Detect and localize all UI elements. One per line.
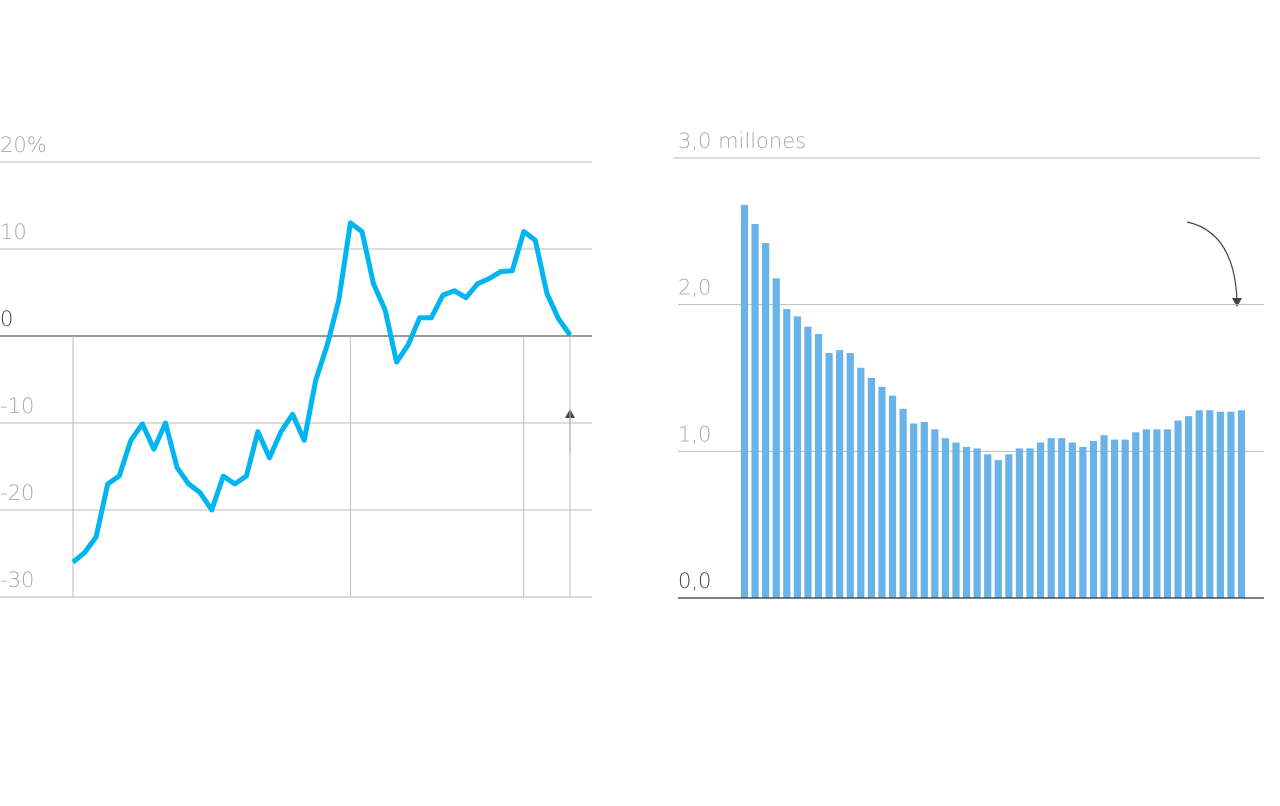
bar (910, 423, 918, 598)
bar (1195, 410, 1203, 598)
bar (857, 367, 865, 598)
bar (1185, 416, 1193, 598)
bar (793, 316, 801, 598)
y-tick-label: -30 (0, 568, 34, 592)
bar (867, 378, 875, 598)
y-tick-label: 2,0 (678, 276, 711, 300)
bar (846, 353, 854, 598)
bar (1026, 448, 1034, 598)
bar (1005, 454, 1013, 598)
bar (994, 460, 1002, 598)
y-tick-label: -10 (0, 394, 34, 418)
bar (931, 429, 939, 598)
bar (836, 350, 844, 598)
bar (1163, 429, 1172, 598)
bar (772, 278, 780, 598)
y-tick-label: -20 (0, 481, 34, 505)
y-tick-label: 1,0 (678, 422, 711, 446)
bar (888, 395, 897, 598)
y-tick-label: 20% (0, 133, 47, 157)
y-tick-label: 10 (0, 220, 27, 244)
bar (1015, 448, 1024, 598)
y-tick-label: 0 (0, 307, 13, 331)
bar (1153, 429, 1161, 598)
bar (1121, 439, 1129, 598)
line (71, 220, 573, 565)
bar (740, 204, 749, 598)
bar (783, 309, 791, 598)
bar (1079, 446, 1087, 598)
bar (1089, 441, 1098, 598)
bar (920, 422, 928, 598)
bar (1058, 438, 1066, 598)
bar (1142, 429, 1150, 598)
plot: 20% 10 0 -10 -20 -30 (0, 133, 592, 598)
bar (751, 224, 759, 598)
bar (1100, 435, 1108, 598)
y-tick-label: 3,0 millones (678, 129, 806, 153)
bar (984, 454, 992, 598)
bar (973, 448, 981, 598)
bar (952, 442, 960, 598)
bar (1174, 420, 1182, 598)
bar (1237, 410, 1246, 598)
bar (825, 353, 833, 598)
bar (1111, 439, 1119, 598)
bar (1036, 442, 1045, 598)
bar (1068, 442, 1076, 598)
y-tick-label: 0,0 (678, 569, 711, 593)
bar (878, 386, 886, 598)
plot: 3,0 millones 2,0 1,0 0,0 (673, 129, 1264, 599)
bar (804, 326, 812, 598)
bar (762, 243, 770, 599)
bar (1216, 411, 1224, 598)
bar (941, 438, 950, 598)
bar (899, 408, 907, 598)
bar (1132, 432, 1140, 598)
bar (1227, 411, 1235, 598)
bar (1047, 438, 1055, 598)
bar (1206, 410, 1214, 598)
bar (962, 446, 971, 598)
bar (814, 334, 823, 598)
